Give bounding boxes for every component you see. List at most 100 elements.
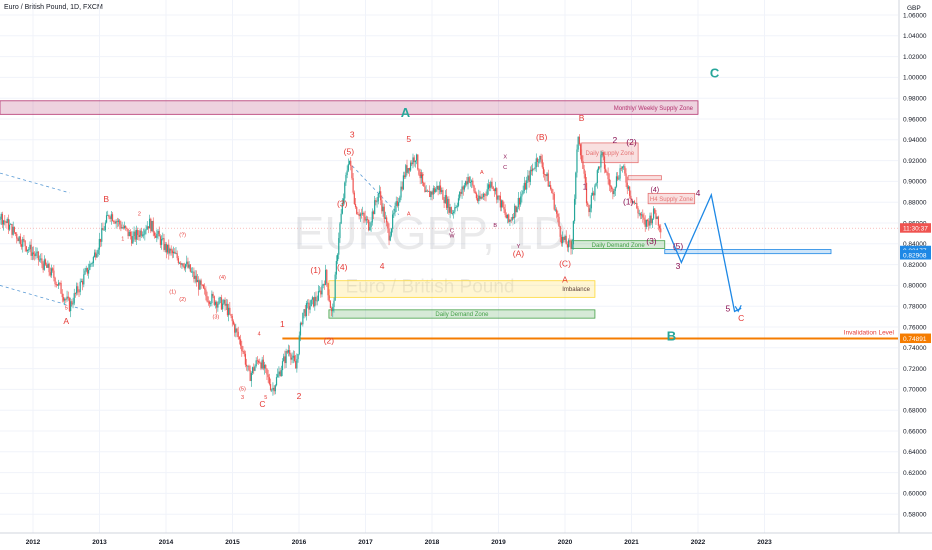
- candle-body: [432, 188, 434, 195]
- candle-body: [311, 297, 314, 300]
- candle-body: [643, 217, 645, 220]
- candle-body: [377, 193, 379, 202]
- candle-body: [658, 225, 661, 229]
- candle-body: [515, 205, 517, 213]
- candle-body: [237, 331, 239, 338]
- candle-body: [58, 282, 60, 286]
- candle-body: [567, 240, 570, 248]
- candle-body: [602, 152, 604, 157]
- candle-body: [480, 196, 482, 199]
- zone-box[interactable]: [627, 175, 662, 181]
- zone-box[interactable]: [328, 309, 596, 319]
- wave-label: 2: [613, 135, 618, 145]
- candle-body: [127, 228, 129, 237]
- candle-body: [570, 242, 572, 249]
- zone-box[interactable]: [0, 100, 699, 115]
- price-tick-label: 0.80000: [903, 283, 927, 290]
- candle-body: [30, 244, 32, 256]
- price-marker: [900, 333, 931, 344]
- price-tick-label: 0.98000: [903, 96, 927, 103]
- zone-box[interactable]: [647, 192, 696, 205]
- candle-body: [655, 213, 657, 220]
- candle-body: [259, 362, 261, 364]
- zone-label: H4 Supply Zone: [650, 197, 694, 203]
- candle-body: [585, 182, 588, 204]
- candle-body: [445, 195, 448, 208]
- price-tick-label: 1.02000: [903, 54, 927, 61]
- candle-body: [411, 162, 413, 165]
- candle-body: [618, 178, 620, 180]
- price-tick-label: 0.96000: [903, 116, 927, 123]
- candle-body: [54, 277, 56, 285]
- candle-body: [261, 359, 263, 369]
- candle-body: [269, 384, 272, 391]
- candle-body: [105, 215, 108, 223]
- candle-body: [93, 252, 96, 258]
- zone-box[interactable]: [328, 280, 596, 298]
- candle-body: [442, 190, 444, 200]
- candle-body: [70, 301, 72, 312]
- candle-body: [24, 240, 26, 247]
- candle-body: [612, 188, 614, 195]
- currency-label: GBP: [907, 5, 921, 12]
- candle-body: [114, 221, 116, 224]
- candle-body: [502, 200, 504, 207]
- candle-body: [146, 226, 148, 230]
- candle-body: [438, 185, 440, 190]
- candle-body: [404, 175, 406, 178]
- candle-body: [376, 201, 378, 203]
- candle-body: [473, 185, 475, 192]
- candle-body: [250, 373, 252, 381]
- candle-body: [418, 169, 420, 175]
- candle-body: [626, 182, 628, 189]
- price-tick-label: 0.66000: [903, 428, 927, 435]
- price-axis-panel[interactable]: [899, 0, 932, 550]
- candle-body: [320, 290, 322, 295]
- wave-label: C: [710, 65, 720, 80]
- candle-body: [406, 165, 408, 173]
- candle-body: [4, 220, 6, 222]
- candle-body: [412, 157, 414, 165]
- wave-label: (1): [310, 265, 321, 275]
- zone-box[interactable]: [664, 249, 832, 255]
- candle-body: [186, 261, 188, 265]
- current-price-marker: [900, 223, 931, 233]
- candle-body: [274, 385, 276, 392]
- candle-body: [636, 203, 638, 209]
- candle-body: [152, 220, 154, 233]
- candle-body: [126, 227, 128, 229]
- candle-body: [346, 170, 348, 175]
- candle-body: [409, 162, 412, 171]
- candle-body: [128, 231, 130, 237]
- wave-label: (4): [219, 275, 226, 281]
- candle-body: [591, 192, 594, 196]
- candle-body: [450, 207, 452, 214]
- candle-body: [623, 166, 625, 168]
- candle-body: [578, 136, 580, 145]
- candle-body: [12, 226, 14, 235]
- candle-body: [149, 218, 151, 229]
- candle-body: [35, 252, 37, 257]
- candle-body: [384, 217, 387, 219]
- candle-body: [310, 299, 312, 307]
- price-tick-label: 0.90000: [903, 179, 927, 186]
- candle-body: [200, 280, 202, 285]
- candle-body: [614, 186, 616, 191]
- candle-body: [178, 262, 181, 264]
- candle-body: [134, 231, 136, 240]
- candle-body: [11, 224, 13, 235]
- candle-body: [182, 263, 184, 267]
- candle-body: [28, 249, 30, 251]
- candle-body: [408, 168, 410, 171]
- candle-body: [271, 389, 273, 391]
- candle-body: [1, 213, 4, 225]
- candle-body: [544, 173, 546, 175]
- candle-body: [354, 204, 357, 208]
- candle-body: [14, 232, 17, 234]
- candle-body: [174, 251, 176, 254]
- projection-path[interactable]: [664, 192, 742, 313]
- wave-label: (5): [673, 241, 684, 251]
- candle-body: [52, 268, 54, 271]
